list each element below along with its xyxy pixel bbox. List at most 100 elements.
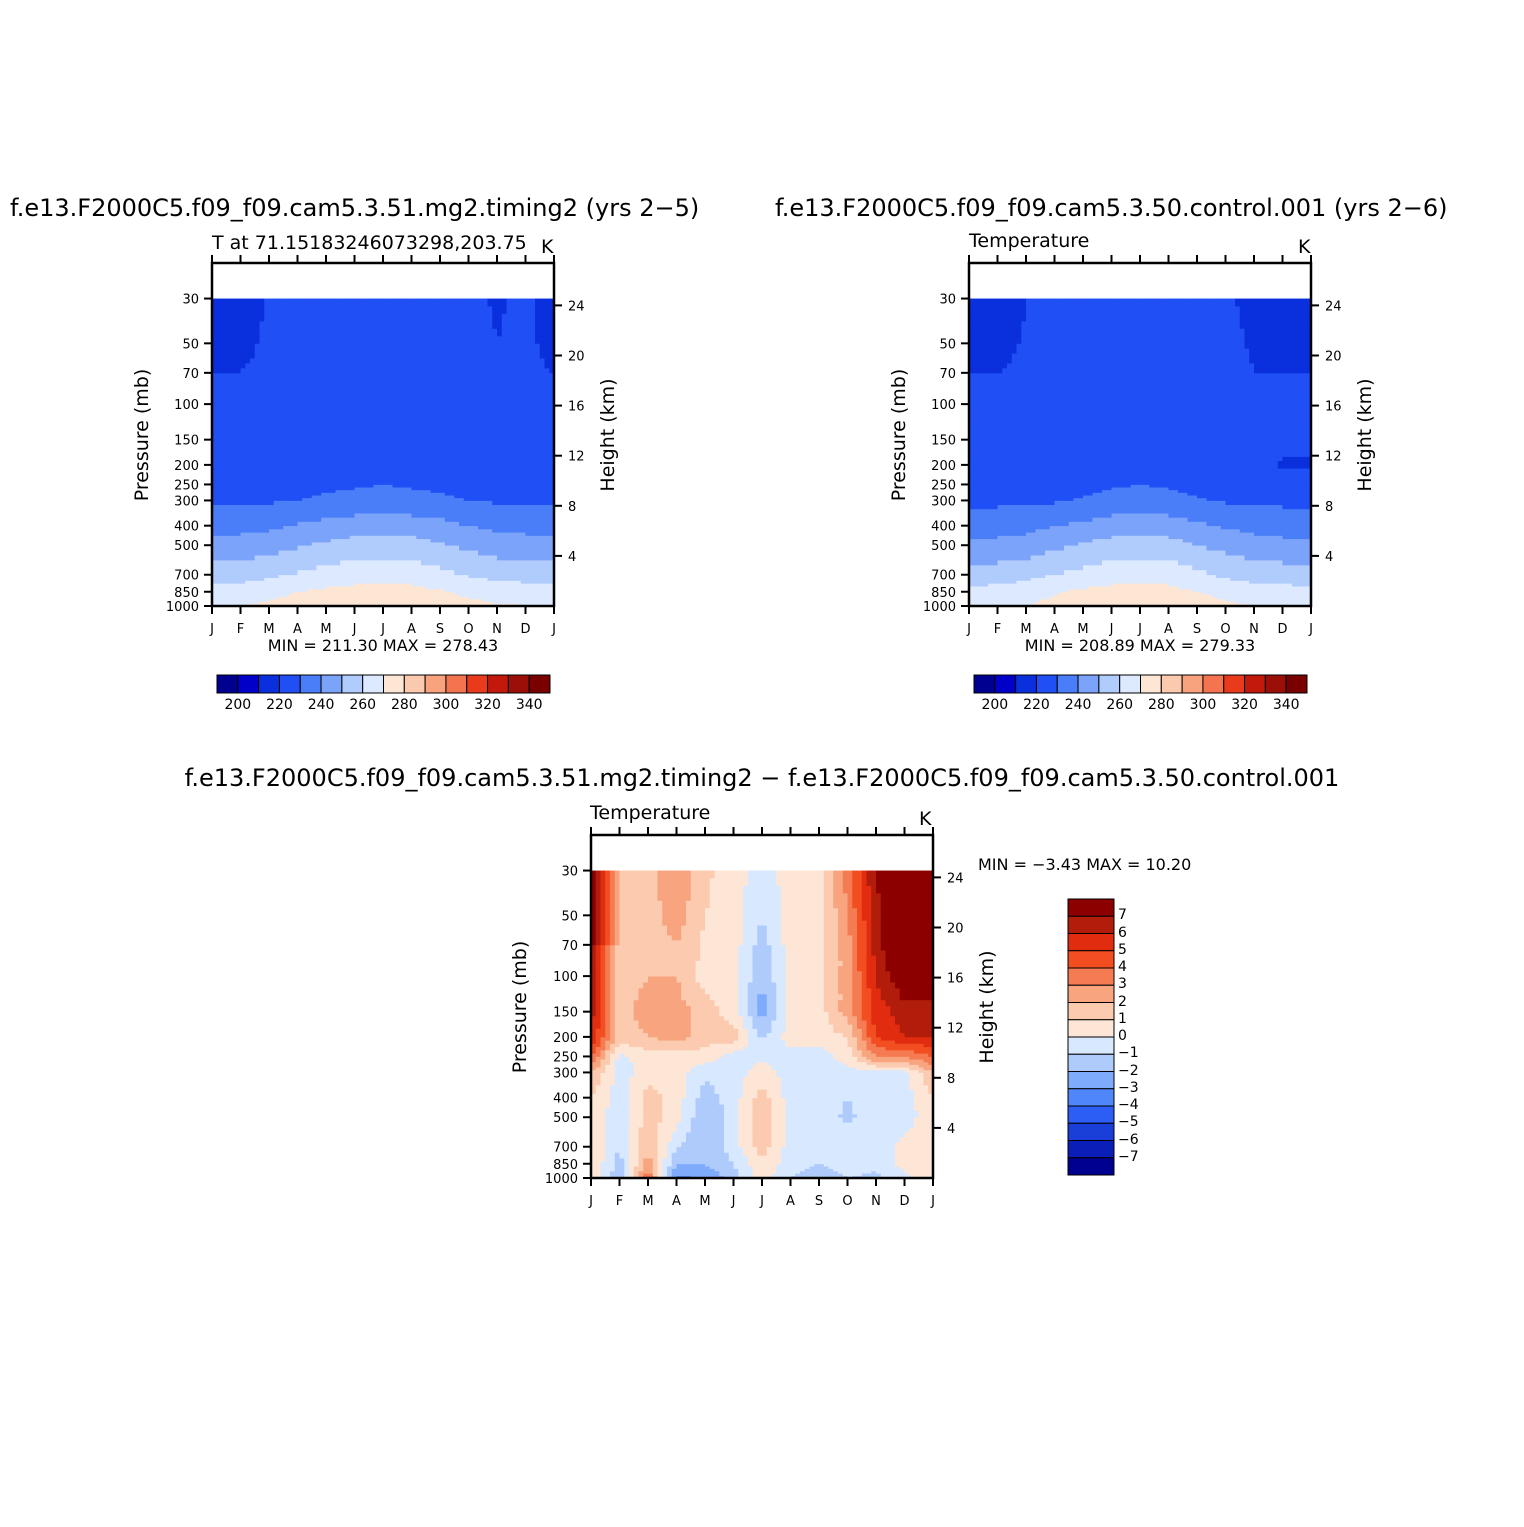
panel1-cell xyxy=(430,388,436,395)
panel1-cell xyxy=(221,525,227,530)
panel1-cell xyxy=(468,508,474,514)
panel1-cell xyxy=(435,388,441,395)
panel1-cell xyxy=(221,538,227,543)
panel1-cell xyxy=(245,504,251,510)
panel1-cell xyxy=(254,580,260,584)
panel1-cell xyxy=(406,415,412,423)
panel1-cell xyxy=(416,564,422,571)
panel1-cell xyxy=(530,517,536,522)
panel1-cells xyxy=(212,298,555,607)
panel1-cell xyxy=(307,388,313,395)
panel1-cell xyxy=(259,517,265,522)
panel1-cell xyxy=(397,559,403,566)
panel1-cell xyxy=(463,555,469,561)
panel1-cell xyxy=(297,468,303,472)
panel1-cell xyxy=(288,513,294,518)
panel1-cell xyxy=(259,367,265,374)
panel1-cell xyxy=(459,481,465,485)
panel1-cell xyxy=(354,393,360,400)
panel1-cell xyxy=(226,433,232,441)
panel1-cell xyxy=(359,487,365,491)
panel1-cell xyxy=(297,372,303,379)
panel1-cell xyxy=(283,559,289,566)
panel1-cell xyxy=(226,474,232,479)
panel1-cell xyxy=(482,535,488,540)
panel1-cell xyxy=(463,363,469,369)
panel1-cell xyxy=(264,564,270,571)
panel1-cell xyxy=(402,528,408,533)
panel1-cell xyxy=(235,492,241,496)
panel1-cell xyxy=(535,481,541,485)
panel1-cell xyxy=(235,358,241,364)
panel1-cell xyxy=(392,298,398,307)
panel1-cell xyxy=(278,427,284,435)
panel1-cell xyxy=(501,586,507,590)
panel1-cell xyxy=(302,474,308,479)
panel1-cell xyxy=(368,348,374,354)
panel1-cell xyxy=(345,452,351,457)
panel1-cell xyxy=(406,532,412,536)
panel1-cell xyxy=(359,421,365,429)
panel1-cell xyxy=(539,508,545,514)
panel1-cell xyxy=(283,378,289,384)
panel1-cell xyxy=(221,398,227,405)
panel1-cell xyxy=(383,583,389,587)
panel1-cell xyxy=(459,532,465,536)
panel1-cell xyxy=(269,559,275,566)
panel1-cell xyxy=(482,580,488,584)
panel1-cell xyxy=(459,492,465,496)
panel1-cell xyxy=(250,487,256,491)
panel1-cell xyxy=(539,525,545,530)
panel1-cell xyxy=(497,500,503,506)
panel1-cell xyxy=(530,477,536,482)
panel1-cell xyxy=(359,500,365,506)
panel1-cell xyxy=(449,460,455,466)
panel1-cell xyxy=(302,372,308,379)
panel1-cell xyxy=(535,598,541,602)
panel1-cell xyxy=(397,528,403,533)
panel1-cell xyxy=(269,388,275,395)
panel1-cell xyxy=(354,427,360,435)
panel1-cell xyxy=(497,448,503,453)
panel1-cell xyxy=(397,439,403,445)
panel1-cell xyxy=(539,468,545,472)
panel1-cell xyxy=(425,421,431,429)
panel1-cell xyxy=(311,427,317,435)
panel1-cell xyxy=(487,378,493,384)
panel1-cell xyxy=(302,388,308,395)
panel1-cell xyxy=(530,492,536,496)
panel1-cell xyxy=(321,393,327,400)
panel1-cell xyxy=(311,306,317,314)
panel1-cell xyxy=(492,601,498,605)
panel1-cell xyxy=(387,348,393,354)
panel1-cell xyxy=(544,363,550,369)
panel1-cell xyxy=(549,464,555,469)
panel1-cell xyxy=(421,404,427,411)
panel1-cell xyxy=(269,535,275,540)
panel1-cell xyxy=(497,489,503,493)
panel1-cell xyxy=(549,421,555,429)
panel1-cell xyxy=(416,481,422,485)
panel1-cell xyxy=(340,601,346,605)
panel1-cell xyxy=(212,363,218,369)
panel1-cell xyxy=(492,545,498,551)
panel1-cell xyxy=(216,492,222,496)
panel1-cell xyxy=(383,404,389,411)
panel1-cell xyxy=(492,550,498,556)
panel1-cell xyxy=(539,586,545,590)
panel1-cell xyxy=(468,464,474,469)
panel1-cell xyxy=(368,601,374,605)
panel1-cell xyxy=(411,500,417,506)
panel1-cell xyxy=(544,343,550,349)
panel1-cell xyxy=(283,591,289,595)
panel1-cell xyxy=(321,596,327,600)
panel1-cell xyxy=(459,574,465,578)
panel1-cell xyxy=(501,538,507,543)
panel1-cell xyxy=(520,433,526,441)
panel1-cell xyxy=(411,588,417,593)
panel1-cell xyxy=(449,464,455,469)
panel1-cell xyxy=(482,481,488,485)
panel1-cell xyxy=(473,586,479,590)
panel1-cell xyxy=(411,460,417,466)
panel1-cell xyxy=(449,343,455,349)
